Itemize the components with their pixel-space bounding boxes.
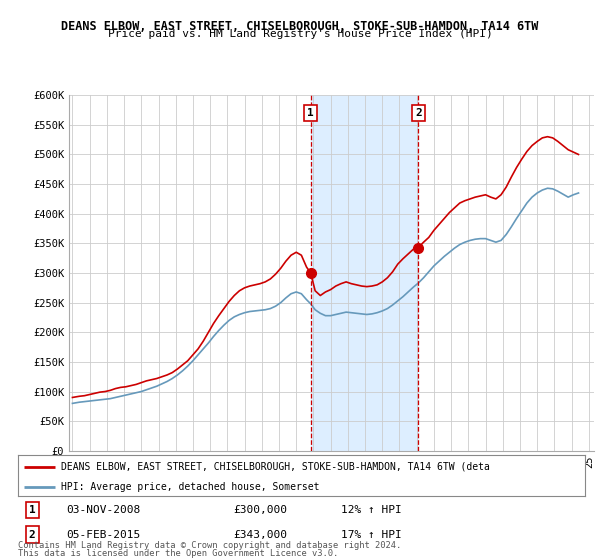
Text: 03-NOV-2008: 03-NOV-2008 xyxy=(66,505,140,515)
Text: DEANS ELBOW, EAST STREET, CHISELBOROUGH, STOKE-SUB-HAMDON, TA14 6TW (deta: DEANS ELBOW, EAST STREET, CHISELBOROUGH,… xyxy=(61,461,490,472)
Text: Price paid vs. HM Land Registry's House Price Index (HPI): Price paid vs. HM Land Registry's House … xyxy=(107,29,493,39)
Text: Contains HM Land Registry data © Crown copyright and database right 2024.: Contains HM Land Registry data © Crown c… xyxy=(18,541,401,550)
Text: This data is licensed under the Open Government Licence v3.0.: This data is licensed under the Open Gov… xyxy=(18,549,338,558)
Bar xyxy=(311,95,418,451)
Text: 2: 2 xyxy=(415,108,422,118)
Text: £300,000: £300,000 xyxy=(233,505,287,515)
Text: 12% ↑ HPI: 12% ↑ HPI xyxy=(341,505,402,515)
Text: HPI: Average price, detached house, Somerset: HPI: Average price, detached house, Some… xyxy=(61,482,319,492)
Text: 1: 1 xyxy=(307,108,314,118)
Text: 05-FEB-2015: 05-FEB-2015 xyxy=(66,530,140,540)
Text: DEANS ELBOW, EAST STREET, CHISELBOROUGH, STOKE-SUB-HAMDON, TA14 6TW: DEANS ELBOW, EAST STREET, CHISELBOROUGH,… xyxy=(61,20,539,32)
Text: £343,000: £343,000 xyxy=(233,530,287,540)
Text: 1: 1 xyxy=(29,505,35,515)
Text: 2: 2 xyxy=(29,530,35,540)
Text: 17% ↑ HPI: 17% ↑ HPI xyxy=(341,530,402,540)
